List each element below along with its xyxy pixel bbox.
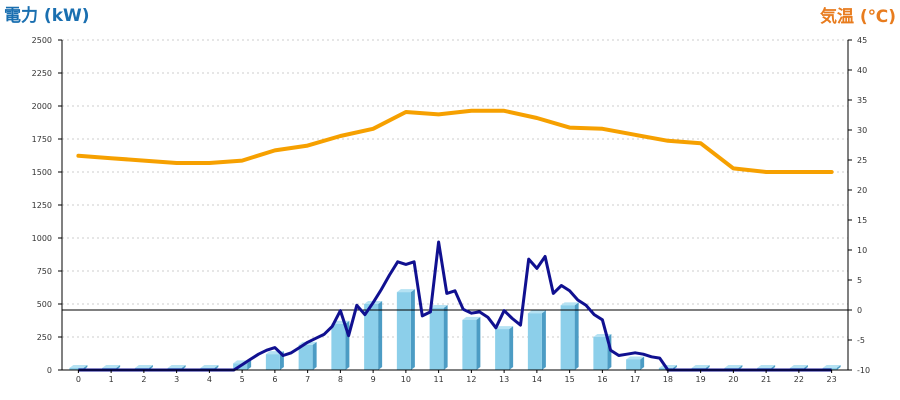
- bar-side: [509, 326, 514, 370]
- bar: [429, 307, 444, 370]
- right-tick-label: 20: [857, 186, 867, 195]
- x-tick-label: 22: [794, 375, 804, 384]
- left-tick-label: 500: [37, 300, 52, 309]
- left-axis-title: 電力 (kW): [4, 5, 90, 26]
- right-tick-label: 15: [857, 216, 867, 225]
- x-tick-label: 13: [499, 375, 509, 384]
- right-tick-label: 25: [857, 156, 867, 165]
- left-tick-label: 750: [37, 267, 52, 276]
- bar-top: [134, 365, 153, 368]
- x-tick-label: 9: [371, 375, 376, 384]
- right-tick-label: 5: [857, 276, 862, 285]
- right-tick-label: 30: [857, 126, 867, 135]
- bar-side: [443, 304, 448, 370]
- x-tick-label: 10: [401, 375, 411, 384]
- power-line: [78, 240, 832, 372]
- right-tick-label: 10: [857, 246, 867, 255]
- right-tick-label: 0: [857, 306, 862, 315]
- bar-side: [836, 365, 841, 370]
- left-tick-label: 1750: [32, 135, 52, 144]
- x-tick-label: 17: [630, 375, 640, 384]
- x-tick-label: 1: [109, 375, 114, 384]
- bar-side: [312, 341, 317, 370]
- x-tick-label: 12: [466, 375, 476, 384]
- x-tick-label: 8: [338, 375, 343, 384]
- bar-top: [200, 365, 219, 368]
- x-tick-label: 3: [174, 375, 179, 384]
- bar-side: [247, 360, 252, 370]
- bar-side: [378, 301, 383, 370]
- x-tick-label: 4: [207, 375, 212, 384]
- x-tick-label: 6: [272, 375, 277, 384]
- bar-top: [167, 365, 186, 368]
- bar-top: [396, 289, 415, 293]
- power-bars: [69, 289, 841, 370]
- x-tick-label: 7: [305, 375, 310, 384]
- bar-top: [495, 326, 514, 330]
- right-tick-label: -5: [857, 336, 865, 345]
- bar: [527, 313, 542, 370]
- bar: [396, 292, 411, 370]
- bar-top: [757, 365, 776, 368]
- x-tick-label: 15: [565, 375, 575, 384]
- left-tick-label: 2500: [32, 36, 52, 45]
- right-tick-label: 45: [857, 36, 867, 45]
- bar: [69, 368, 84, 370]
- axes: [58, 39, 852, 373]
- left-tick-label: 2250: [32, 69, 52, 78]
- bar: [495, 329, 510, 370]
- bar: [462, 319, 477, 370]
- bar-top: [822, 365, 841, 368]
- bar-side: [640, 356, 645, 370]
- x-tick-label: 20: [728, 375, 738, 384]
- bar: [298, 344, 313, 370]
- bar-top: [724, 365, 743, 368]
- right-tick-label: 40: [857, 66, 867, 75]
- left-tick-label: 250: [37, 333, 52, 342]
- bar: [593, 337, 608, 370]
- bar-side: [410, 289, 415, 370]
- bar-top: [789, 365, 808, 368]
- x-tick-label: 21: [761, 375, 771, 384]
- bar: [560, 305, 575, 370]
- gridlines: [62, 39, 848, 338]
- bar-top: [462, 316, 481, 320]
- bar-side: [574, 302, 579, 370]
- x-tick-label: 18: [663, 375, 673, 384]
- left-tick-label: 1250: [32, 201, 52, 210]
- bar: [364, 304, 379, 370]
- bar-side: [541, 310, 546, 370]
- bar-top: [527, 310, 546, 314]
- bar-top: [429, 304, 448, 308]
- x-tick-label: 11: [434, 375, 444, 384]
- right-tick-label: -10: [857, 366, 870, 375]
- x-tick-label: 5: [240, 375, 245, 384]
- right-tick-label: 35: [857, 96, 867, 105]
- bar-top: [69, 365, 88, 368]
- x-tick-label: 19: [696, 375, 706, 384]
- x-tick-label: 0: [76, 375, 81, 384]
- bar-top: [102, 365, 121, 368]
- x-tick-label: 23: [827, 375, 837, 384]
- left-tick-label: 2000: [32, 102, 52, 111]
- x-tick-label: 2: [141, 375, 146, 384]
- left-tick-label: 1500: [32, 168, 52, 177]
- right-axis-title: 気温 (℃): [819, 6, 896, 27]
- left-tick-label: 1000: [32, 234, 52, 243]
- temperature-line: [76, 108, 834, 174]
- bar-top: [691, 365, 710, 368]
- x-tick-label: 16: [597, 375, 607, 384]
- bar: [265, 354, 280, 370]
- x-tick-label: 14: [532, 375, 542, 384]
- bar-top: [560, 302, 579, 306]
- bar: [331, 323, 346, 370]
- bar-side: [476, 316, 481, 370]
- bar-top: [626, 356, 645, 360]
- tick-labels: 02505007501000125015001750200022502500-1…: [32, 36, 870, 384]
- left-tick-label: 0: [47, 366, 52, 375]
- bar: [626, 359, 641, 370]
